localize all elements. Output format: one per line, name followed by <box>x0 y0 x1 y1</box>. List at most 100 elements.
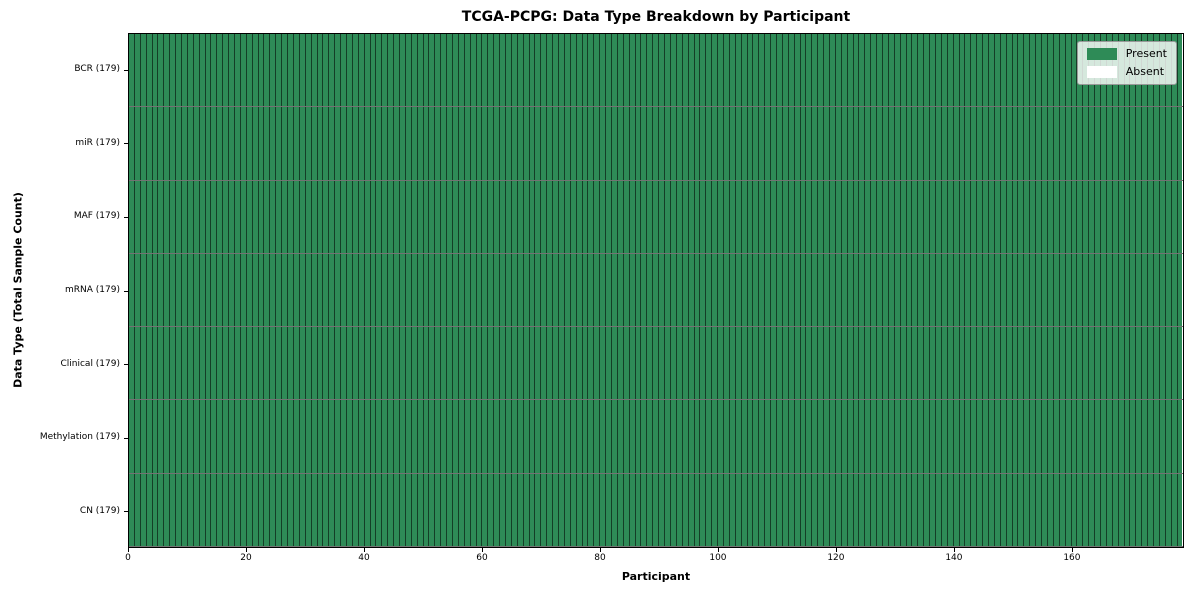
heatmap-cell <box>1006 107 1013 180</box>
heatmap-cell <box>240 327 247 400</box>
heatmap-cell <box>994 400 1001 473</box>
heatmap-cell <box>452 34 459 107</box>
heatmap-cell <box>1053 473 1060 546</box>
heatmap-cell <box>523 34 530 107</box>
heatmap-cell <box>936 34 942 107</box>
heatmap-cell <box>1047 327 1054 400</box>
heatmap-cell <box>729 473 736 546</box>
heatmap-cell <box>906 34 913 107</box>
heatmap-cell <box>317 327 324 400</box>
heatmap-cell <box>983 327 990 400</box>
heatmap-cell <box>924 34 931 107</box>
heatmap-cell <box>500 473 506 546</box>
heatmap-cell <box>553 400 560 473</box>
heatmap-cell <box>452 253 459 327</box>
heatmap-cell <box>888 473 895 546</box>
heatmap-cell <box>847 473 854 546</box>
heatmap-cell <box>900 327 907 400</box>
heatmap-cell <box>376 180 383 253</box>
heatmap-cell <box>865 473 872 546</box>
heatmap-cell <box>936 400 942 473</box>
heatmap-cell <box>994 327 1001 400</box>
heatmap-cell <box>564 473 571 546</box>
heatmap-cell <box>871 107 878 180</box>
heatmap-cell <box>1118 400 1125 473</box>
heatmap-cell <box>464 107 471 180</box>
heatmap-cell <box>753 400 760 473</box>
heatmap-cell <box>1095 253 1101 327</box>
heatmap-cell <box>435 107 442 180</box>
heatmap-cell <box>494 34 501 107</box>
heatmap-cell <box>871 253 878 327</box>
heatmap-cell <box>971 34 978 107</box>
heatmap-cell <box>776 253 783 327</box>
x-tick-label: 160 <box>1063 553 1081 563</box>
heatmap-cell <box>193 107 200 180</box>
heatmap-cell <box>788 327 795 400</box>
heatmap-cell <box>187 473 194 546</box>
heatmap-cell <box>771 400 777 473</box>
heatmap-cell <box>647 34 654 107</box>
heatmap-cell <box>818 400 825 473</box>
heatmap-cell <box>364 180 371 253</box>
heatmap-cell <box>441 327 448 400</box>
heatmap-cell <box>217 400 224 473</box>
heatmap-cell <box>311 180 318 253</box>
heatmap-cell <box>211 34 218 107</box>
heatmap-cell <box>223 473 230 546</box>
heatmap-cell <box>305 253 312 327</box>
heatmap-cell <box>853 180 860 253</box>
heatmap-cell <box>1159 180 1166 253</box>
heatmap-cell <box>635 107 642 180</box>
heatmap-cell <box>364 400 371 473</box>
heatmap-cell <box>358 327 365 400</box>
heatmap-cell <box>411 107 418 180</box>
heatmap-cell <box>559 400 565 473</box>
heatmap-cell <box>464 400 471 473</box>
heatmap-cell <box>847 180 854 253</box>
heatmap-cell <box>700 400 707 473</box>
heatmap-cell <box>600 34 607 107</box>
heatmap-cell <box>252 34 259 107</box>
heatmap-cell <box>182 400 188 473</box>
heatmap-cell <box>706 34 713 107</box>
legend-item-present: Present <box>1086 48 1167 60</box>
heatmap-cell <box>782 473 789 546</box>
heatmap-cell <box>653 34 660 107</box>
heatmap-cell <box>888 180 895 253</box>
heatmap-cell <box>517 327 524 400</box>
heatmap-cell <box>877 107 883 180</box>
heatmap-cell <box>994 180 1001 253</box>
heatmap-cell <box>747 327 754 400</box>
heatmap-cell <box>665 180 671 253</box>
heatmap-cell <box>176 180 183 253</box>
heatmap-cell <box>134 473 141 546</box>
heatmap-cell <box>682 400 689 473</box>
heatmap-cell <box>1000 473 1007 546</box>
heatmap-cell <box>965 180 972 253</box>
heatmap-cell <box>729 34 736 107</box>
heatmap-cell <box>547 400 554 473</box>
heatmap-cell <box>718 180 724 253</box>
heatmap-cell <box>1106 400 1113 473</box>
heatmap-cell <box>741 400 748 473</box>
heatmap-cell <box>523 400 530 473</box>
legend-item-absent: Absent <box>1086 66 1167 78</box>
heatmap-cell <box>435 327 442 400</box>
heatmap-cell <box>912 34 919 107</box>
heatmap-cell <box>936 180 942 253</box>
heatmap-cell <box>158 327 165 400</box>
heatmap-cell <box>423 34 430 107</box>
heatmap-cell <box>600 107 607 180</box>
heatmap-cell <box>293 400 300 473</box>
heatmap-cell <box>388 327 395 400</box>
heatmap-cell <box>959 253 966 327</box>
heatmap-cell <box>447 327 453 400</box>
heatmap-cell <box>352 107 359 180</box>
heatmap-cell <box>718 107 724 180</box>
heatmap-cell <box>335 473 342 546</box>
heatmap-cell <box>547 327 554 400</box>
heatmap-cell <box>246 473 253 546</box>
heatmap-cell <box>865 253 872 327</box>
